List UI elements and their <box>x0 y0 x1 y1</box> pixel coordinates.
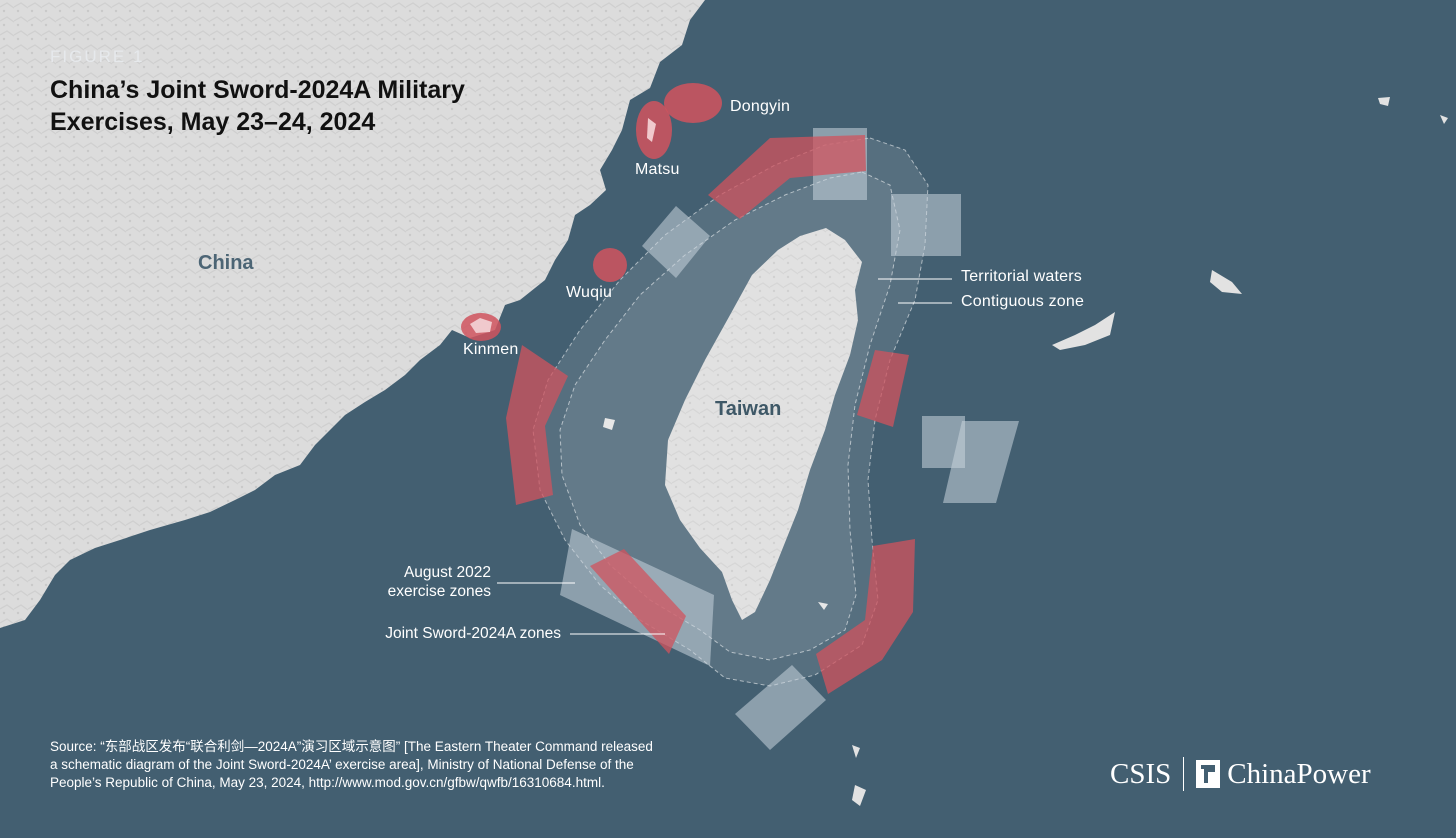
map-title-line1: China’s Joint Sword-2024A Military <box>50 76 465 104</box>
aug2022-zone <box>735 665 826 750</box>
china-landmass <box>0 0 705 628</box>
joint-sword-zone <box>506 345 568 505</box>
taiwan-island <box>665 228 862 620</box>
kinmen-label: Kinmen <box>463 341 519 358</box>
dongyin-label: Dongyin <box>730 98 791 115</box>
chinapower-icon <box>1196 760 1221 788</box>
map-title: China’s Joint Sword-2024A Military Exerc… <box>50 74 570 138</box>
joint-sword-zone <box>708 135 866 219</box>
joint-sword-zone <box>857 350 909 427</box>
source-line3: People’s Republic of China, May 23, 2024… <box>50 775 605 790</box>
joint-sword-zones <box>506 135 915 694</box>
territorial-waters-label: Territorial waters <box>961 268 1082 285</box>
map-title-line2: Exercises, May 23–24, 2024 <box>50 108 376 136</box>
aug2022-legend-line2: exercise zones <box>387 583 491 600</box>
source-line2: a schematic diagram of the Joint Sword-2… <box>50 757 634 772</box>
wuqiu-label: Wuqiu <box>566 284 613 301</box>
offshore-islands <box>603 97 1448 806</box>
source-line1: Source: “东部战区发布“联合利剑—2024A”演习区域示意图” [The… <box>50 739 653 754</box>
leader-lines <box>497 278 952 635</box>
brand-logos: CSIS ChinaPower <box>1110 754 1371 794</box>
matsu-label: Matsu <box>635 161 680 178</box>
wuqiu-zone <box>593 248 627 282</box>
aug2022-zone <box>891 194 961 256</box>
contiguous-zone-label: Contiguous zone <box>961 293 1085 310</box>
aug2022-legend-line1: August 2022 <box>403 564 491 581</box>
dongyin-zone <box>664 83 722 123</box>
aug2022-zone <box>642 206 710 278</box>
brand-divider <box>1183 757 1185 791</box>
contiguous-zone <box>532 137 929 687</box>
figure-label: FIGURE 1 <box>50 47 145 66</box>
aug2022-zone <box>943 421 1019 503</box>
source-note: Source: “东部战区发布“联合利剑—2024A”演习区域示意图” [The… <box>50 738 720 792</box>
chinapower-logo: ChinaPower <box>1227 757 1371 790</box>
joint-sword-zone <box>590 549 686 654</box>
csis-logo: CSIS <box>1110 757 1172 790</box>
joint-sword-legend: Joint Sword-2024A zones <box>385 625 561 642</box>
joint-sword-zone <box>816 539 915 694</box>
island-marks <box>470 118 656 333</box>
taiwan-label: Taiwan <box>715 398 782 420</box>
china-label: China <box>198 252 254 274</box>
aug2022-legend: August 2022 exercise zones <box>340 563 491 601</box>
